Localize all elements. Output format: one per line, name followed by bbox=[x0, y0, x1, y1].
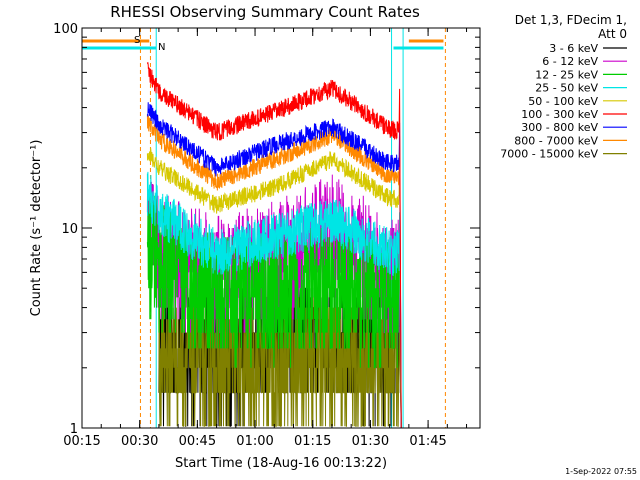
chart-title: RHESSI Observing Summary Count Rates bbox=[110, 3, 420, 21]
y-tick-label-1: 10 bbox=[61, 222, 78, 237]
legend-label-2: 6 - 12 keV bbox=[542, 55, 598, 68]
legend-label-6: 100 - 300 keV bbox=[521, 108, 598, 121]
generation-timestamp: 1-Sep-2022 07:55 bbox=[565, 467, 637, 476]
series-line-6 bbox=[146, 61, 402, 428]
y-tick-label-2: 100 bbox=[53, 22, 78, 37]
series-line-5 bbox=[146, 147, 402, 428]
flag-label-n: N bbox=[158, 42, 165, 53]
legend-label-1: 3 - 6 keV bbox=[549, 42, 598, 55]
x-tick-label-2: 00:45 bbox=[179, 434, 216, 449]
x-tick-label-0: 00:15 bbox=[63, 434, 100, 449]
y-axis-label: Count Rate (s⁻¹ detector⁻¹) bbox=[29, 140, 44, 317]
legend-label-7: 300 - 800 keV bbox=[521, 121, 598, 134]
legend-header-line1: Det 1,3, FDecim 1, bbox=[515, 13, 627, 27]
y-tick-label-0: 1 bbox=[70, 422, 78, 437]
series-line-7 bbox=[146, 102, 402, 428]
legend-label-3: 12 - 25 keV bbox=[535, 68, 598, 81]
legend-label-9: 7000 - 15000 keV bbox=[500, 148, 598, 161]
series-group bbox=[82, 28, 446, 428]
x-tick-label-3: 01:00 bbox=[236, 434, 273, 449]
legend-label-4: 25 - 50 keV bbox=[535, 82, 598, 95]
x-tick-label-6: 01:45 bbox=[409, 434, 446, 449]
series-line-4 bbox=[146, 171, 402, 428]
flag-label-s: S bbox=[134, 35, 140, 46]
x-tick-label-4: 01:15 bbox=[294, 434, 331, 449]
legend-header-line2: Att 0 bbox=[598, 27, 627, 41]
plot-area: SN bbox=[82, 28, 446, 428]
legend-label-5: 50 - 100 keV bbox=[528, 95, 598, 108]
x-tick-label-1: 00:30 bbox=[121, 434, 158, 449]
x-tick-label-5: 01:30 bbox=[352, 434, 389, 449]
series-line-3 bbox=[146, 187, 402, 428]
legend-label-8: 800 - 7000 keV bbox=[514, 134, 598, 147]
x-axis-label: Start Time (18-Aug-16 00:13:22) bbox=[175, 456, 387, 471]
y-axis: 1 10 100 bbox=[53, 22, 480, 437]
x-axis: 00:15 00:30 00:45 01:00 01:15 01:30 01:45 bbox=[63, 28, 468, 449]
